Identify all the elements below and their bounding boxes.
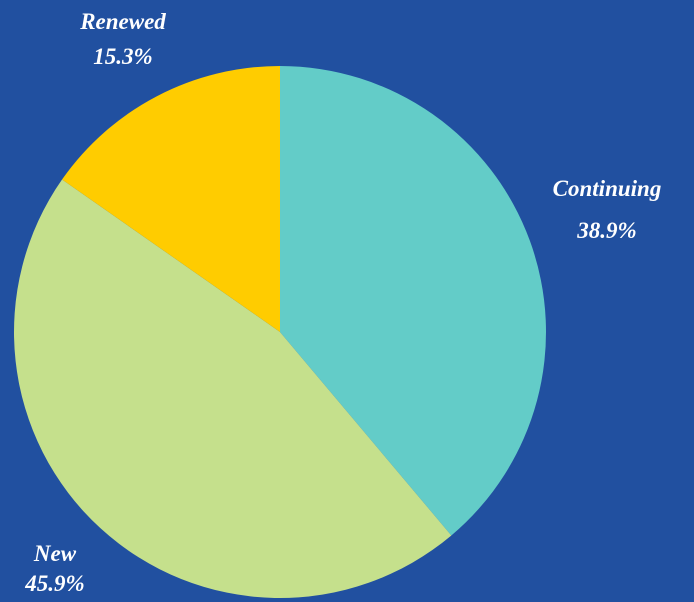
slice-percent-continuing: 38.9%	[576, 218, 636, 243]
slice-label-continuing: Continuing	[553, 176, 662, 201]
slice-label-renewed: Renewed	[79, 9, 166, 34]
slice-percent-new: 45.9%	[24, 571, 84, 596]
slice-percent-renewed: 15.3%	[93, 44, 152, 69]
pie-slice-continuing	[280, 66, 546, 536]
pie-slice-renewed	[62, 66, 281, 332]
slice-label-new: New	[33, 541, 77, 566]
labels-layer: Continuing 38.9% New 45.9% Renewed 15.3%	[24, 9, 661, 596]
slices-layer	[13, 66, 546, 598]
pie-slice-new	[13, 179, 452, 598]
